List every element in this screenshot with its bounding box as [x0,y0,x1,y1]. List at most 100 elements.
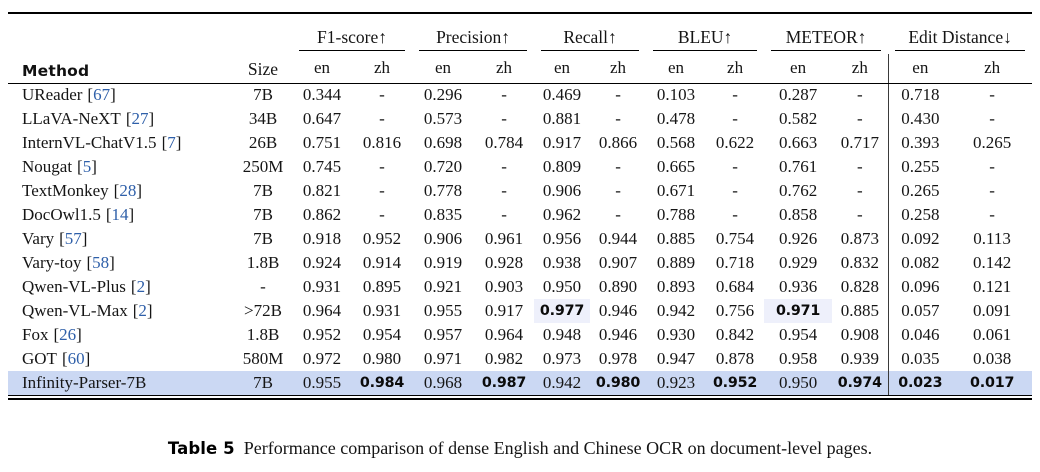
citation-link[interactable]: 67 [93,85,111,105]
value-cell: - [615,85,621,105]
citation-bracket-open: [ [59,229,65,248]
value-cell: - [856,157,863,176]
value-cell: 0.265 [972,133,1012,152]
sub-header-meteor-en: en [764,54,833,84]
group-label: F1-score [317,27,379,47]
value-cell: 0.023 [887,371,953,395]
value-cell: 0.821 [302,181,342,200]
value-cell: - [379,181,385,200]
value-cell: 0.296 [423,85,463,105]
method-cell: GOT [60] [8,347,234,371]
size-cell: - [260,277,266,296]
value-cell: 0.265 [887,179,953,203]
value-cell: 0.947 [656,349,696,368]
size-cell: 250M [242,157,284,176]
value-cell: 0.469 [542,85,582,105]
size-cell: 7B [253,229,273,248]
value-cell: - [989,181,995,200]
group-underline: BLEU↑ [653,27,758,51]
value-cell: 0.961 [484,229,524,248]
value-cell: 0.917 [484,301,524,320]
value-cell: - [501,109,507,128]
citation-link[interactable]: 14 [111,205,129,224]
header-sub-row: en zh en zh en zh en zh en zh en zh [8,54,1033,84]
value-cell: 0.809 [542,157,582,176]
group-label: Edit Distance [908,27,1004,47]
citation-bracket-close: ] [110,85,116,105]
value-cell: 0.762 [778,181,818,200]
up-arrow-icon: ↑ [723,27,733,47]
value-cell: 0.980 [362,349,402,368]
value-cell: 0.718 [887,83,953,107]
value-cell: 0.908 [840,325,879,344]
value-cell: - [732,85,738,105]
value-cell: 0.121 [972,277,1012,296]
group-underline: Edit Distance↓ [895,27,1026,51]
value-cell: 0.946 [598,325,638,344]
citation-link[interactable]: 5 [82,157,92,176]
value-cell: 0.671 [656,181,696,200]
value-cell: 0.258 [887,203,953,227]
value-cell: 0.924 [302,253,342,272]
method-cell: InternVL-ChatV1.5 [7] [8,131,234,155]
value-cell: 0.952 [362,229,402,248]
table-caption: Table 5 Performance comparison of dense E… [0,438,1040,459]
citation-link[interactable]: 57 [64,229,82,248]
col-header-method: Method [8,14,234,84]
value-cell: 0.017 [952,371,1033,395]
caption-text: Performance comparison of dense English … [243,438,873,458]
citation-link[interactable]: 26 [59,325,77,344]
citation-link[interactable]: 27 [131,109,149,128]
method-name: LLaVA-NeXT [22,109,121,128]
value-cell: 0.931 [362,301,402,320]
citation-bracket-open: [ [161,133,168,152]
table-row: GOT [60] 580M 0.972 0.980 0.971 0.982 0.973 0.97… [8,347,1032,371]
value-cell: 0.952 [302,325,342,344]
value-cell: 0.113 [973,229,1011,248]
sub-header-edit-distance-zh: zh [952,54,1033,84]
group-underline: Recall↑ [541,27,640,51]
group-label: Precision [436,27,502,47]
citation-bracket-open: [ [132,301,139,320]
sub-header-bleu-en: en [646,54,707,84]
value-cell: 0.866 [598,133,638,152]
value-cell: 0.955 [423,301,463,320]
citation-bracket-close: ] [148,109,155,128]
method-name: InternVL-ChatV1.5 [22,133,157,152]
table-row: Vary-toy [58] 1.8B 0.924 0.914 0.919 0.928 0.93… [8,251,1032,275]
value-cell: 0.103 [656,85,696,105]
value-cell: 0.885 [840,301,879,320]
table-row: Qwen-VL-Plus [2] - 0.931 0.895 0.921 0.903 0.95… [8,275,1032,299]
value-cell: 0.936 [778,277,818,296]
method-cell: Infinity-Parser-7B [8,371,234,395]
table-row: Nougat [5] 250M 0.745 - 0.720 - 0.809 - 0.665 - 0.7… [8,155,1032,179]
citation-link[interactable]: 58 [92,253,110,272]
value-cell: 0.964 [302,301,342,320]
value-cell: - [856,85,863,105]
up-arrow-icon: ↑ [501,27,510,47]
size-cell: 7B [253,181,273,200]
value-cell: - [989,85,995,105]
value-cell: 0.978 [598,349,638,368]
value-cell: - [989,205,995,224]
value-cell: 0.873 [840,229,879,248]
table-row: LLaVA-NeXT [27] 34B 0.647 - 0.573 - 0.881 - 0.478… [8,107,1032,131]
value-cell: 0.929 [778,253,818,272]
method-cell: DocOwl1.5 [14] [8,203,234,227]
value-cell: - [732,109,738,128]
value-cell: 0.895 [362,277,402,296]
value-cell: 0.946 [598,301,638,320]
citation-link[interactable]: 2 [136,277,146,296]
value-cell: 0.756 [715,301,755,320]
citation-link[interactable]: 60 [67,349,85,368]
citation-link[interactable]: 7 [167,133,176,152]
value-cell: - [379,109,385,128]
value-cell: - [501,157,507,176]
citation-link[interactable]: 2 [138,301,147,320]
sub-header-edit-distance-en: en [887,54,953,84]
citation-bracket-close: ] [146,301,153,320]
value-cell: 0.751 [302,133,342,152]
value-cell: 0.665 [656,157,696,176]
method-name: Vary [22,229,55,248]
citation-link[interactable]: 28 [119,181,137,200]
